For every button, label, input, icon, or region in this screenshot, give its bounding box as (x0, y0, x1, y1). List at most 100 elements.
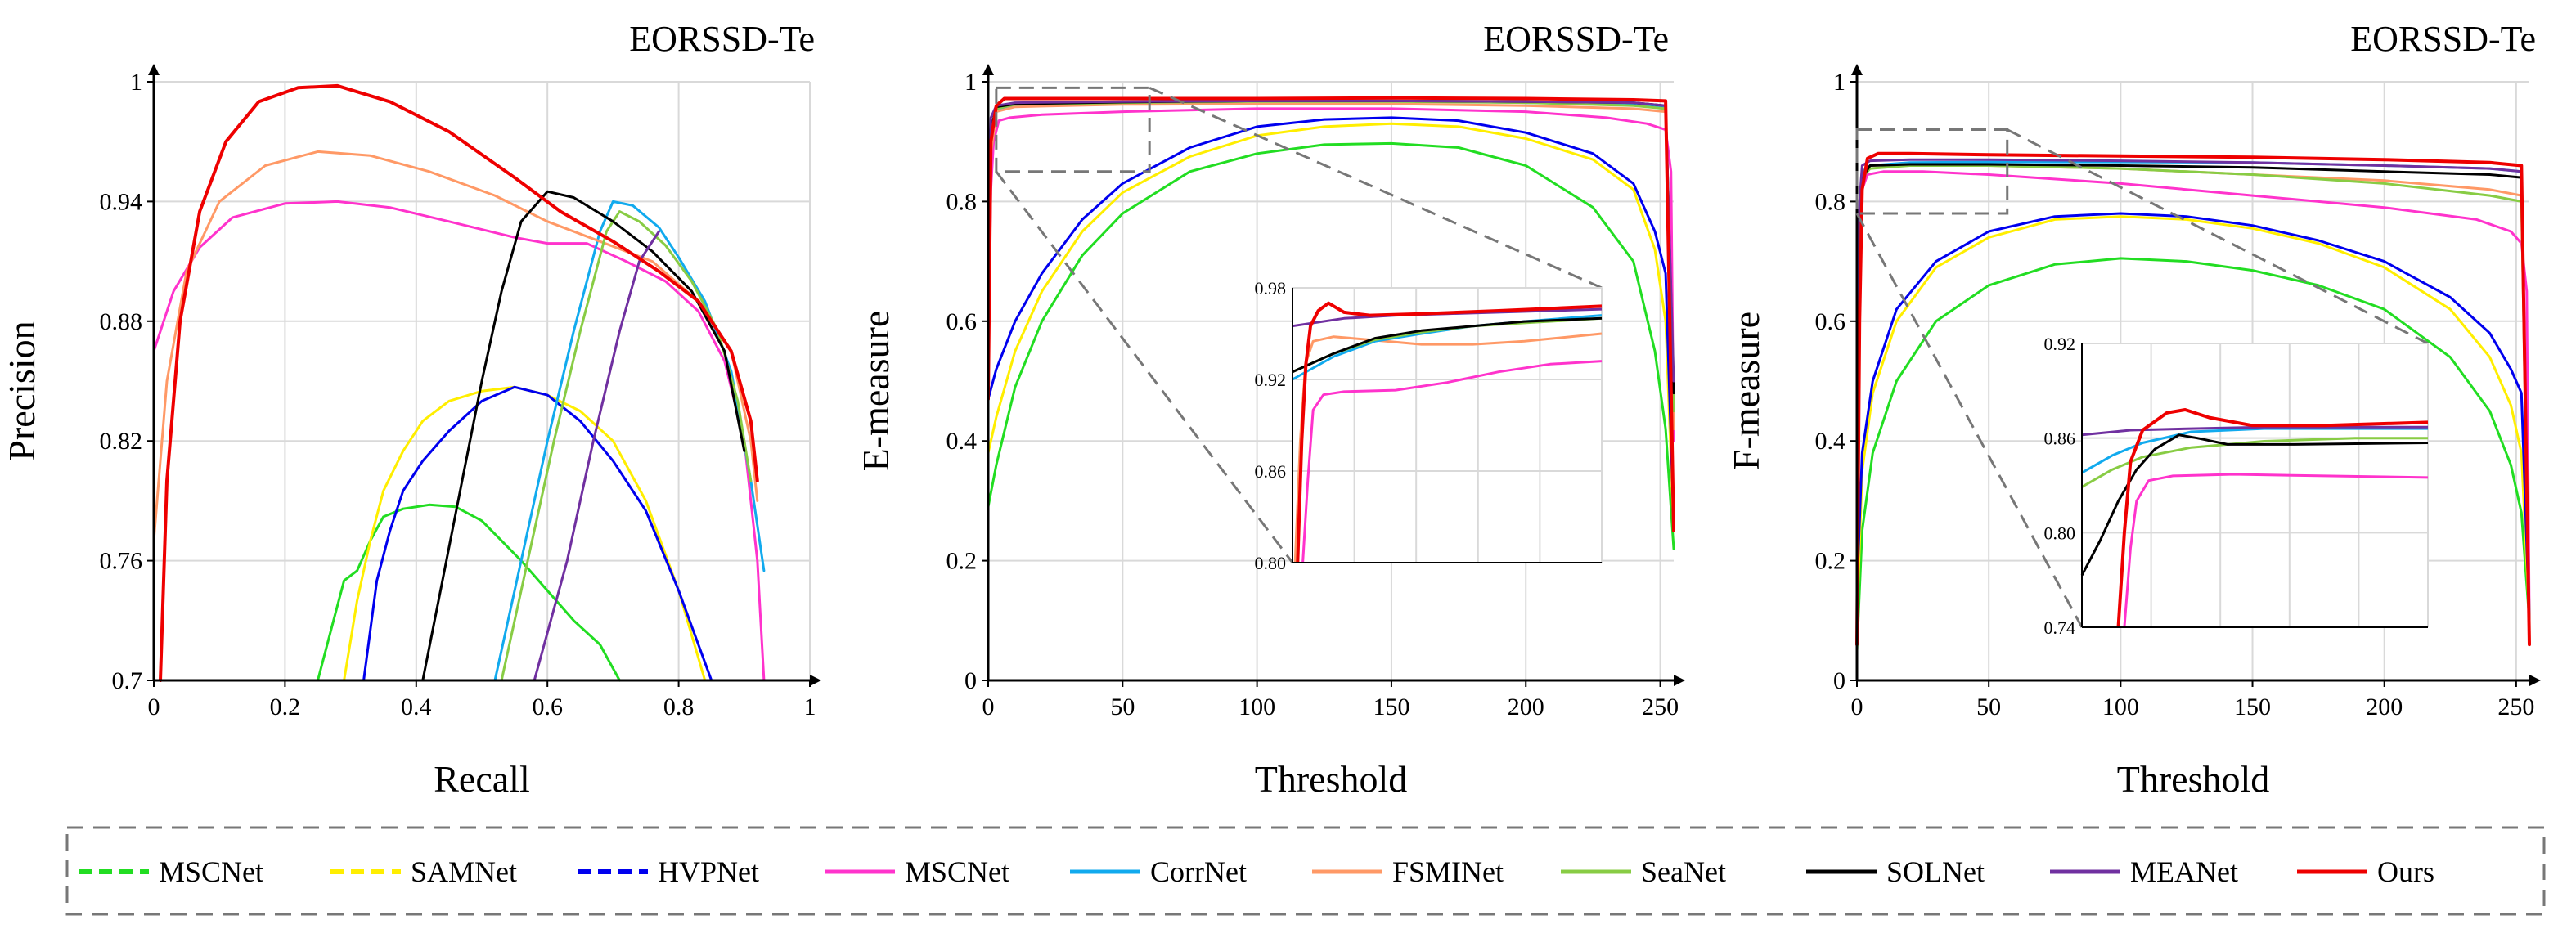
y-tick-label: 0.76 (100, 548, 143, 575)
zoom-connector (1855, 213, 2084, 628)
x-axis-label: Threshold (1255, 758, 1408, 800)
legend-label: CorrNet (1150, 855, 1247, 888)
x-tick-label: 200 (2366, 693, 2403, 720)
inset-series-line-meanet (2081, 425, 2428, 437)
y-tick-label: 0.82 (100, 428, 143, 455)
series-line-samnet-1 (343, 385, 707, 682)
legend-label: MSCNet (159, 855, 263, 888)
series-line-ours-9 (987, 96, 1675, 532)
inset-series-line-seanet (2081, 437, 2428, 488)
x-axis-label: Recall (434, 758, 530, 800)
x-axis-label: Threshold (2117, 758, 2270, 800)
inset-background (2082, 343, 2428, 627)
legend-item-corrnet-4: CorrNet (1070, 855, 1247, 888)
series-line-ours-9 (1855, 151, 2531, 647)
y-tick-label: 1 (130, 69, 142, 96)
legend-label: SAMNet (411, 855, 517, 888)
chart-title: EORSSD-Te (1483, 19, 1669, 59)
legend-label: MSCNet (905, 855, 1009, 888)
legend-item-solnet-7: SOLNet (1806, 855, 1985, 888)
chart-title: EORSSD-Te (2350, 19, 2536, 59)
x-tick-label: 100 (2102, 693, 2139, 720)
x-tick-label: 0.8 (663, 693, 695, 720)
x-axis-arrow (2529, 675, 2541, 686)
x-tick-label: 50 (1110, 693, 1135, 720)
y-axis-arrow (982, 64, 994, 75)
series-line-mscnet-3 (987, 107, 1675, 442)
series-line-hvpnet-2 (362, 385, 713, 682)
x-tick-label: 0.4 (401, 693, 432, 720)
inset-series-line-solnet (2080, 433, 2429, 577)
legend-label: SeaNet (1641, 855, 1726, 888)
legend-label: FSMINet (1392, 855, 1504, 888)
x-tick-label: 250 (1642, 693, 1679, 720)
legend-frame (65, 826, 2546, 916)
legend-item-mscnet-0: MSCNet (79, 855, 263, 888)
inset-y-tick-label: 0.86 (1255, 461, 1287, 482)
inset-y-tick-label: 0.80 (1255, 553, 1287, 573)
y-axis-label: F-measure (1725, 312, 1767, 470)
x-axis-arrow (1674, 675, 1685, 686)
y-tick-label: 0 (1833, 667, 1845, 694)
x-tick-label: 0.6 (532, 693, 563, 720)
chart-panel-2: 0 50 100 150 200 250 0 0.2 0.4 0.6 0.8 1 EORSSD-Te Th… (855, 19, 1685, 800)
zoom-box (995, 86, 1151, 173)
y-tick-label: 0.8 (946, 188, 978, 215)
legend: MSCNet SAMNet HVPNet MSCNet CorrNet FSMINet Se… (65, 826, 2546, 916)
series-line-seanet-6 (500, 210, 753, 682)
y-tick-label: 0.7 (112, 667, 143, 694)
chart-title: EORSSD-Te (629, 19, 815, 59)
y-tick-label: 0.6 (946, 308, 978, 335)
x-axis-arrow (810, 675, 821, 686)
legend-label: MEANet (2130, 855, 2238, 888)
inset-series-line-mscnet (1301, 360, 1603, 563)
y-tick-label: 0.2 (946, 548, 978, 575)
inset-y-tick-label: 0.98 (1255, 278, 1287, 298)
y-tick-label: 0.4 (946, 428, 978, 455)
chart-panel-1: 0 0.2 0.4 0.6 0.8 1 0.7 0.76 0.82 0.88 0.94 1 EORSSD… (1, 19, 821, 800)
x-tick-label: 0 (982, 693, 995, 720)
legend-item-fsminet-5: FSMINet (1312, 855, 1504, 888)
inset-series-line-ours (1296, 301, 1603, 563)
x-tick-label: 0 (148, 693, 160, 720)
chart-panel-3: 0 50 100 150 200 250 0 0.2 0.4 0.6 0.8 1 EORSSD-Te Th… (1725, 19, 2541, 800)
series-line-mscnet-0 (1855, 257, 2531, 652)
x-tick-label: 150 (2234, 693, 2271, 720)
y-axis-arrow (1851, 64, 1863, 75)
y-tick-label: 0.6 (1815, 308, 1846, 335)
legend-label: HVPNet (658, 855, 759, 888)
legend-label: SOLNet (1886, 855, 1985, 888)
y-tick-label: 0.2 (1815, 548, 1846, 575)
inset-series-line-ours (2116, 408, 2429, 628)
x-tick-label: 50 (1976, 693, 2001, 720)
x-tick-label: 1 (804, 693, 816, 720)
series-line-mscnet-0 (317, 503, 621, 682)
y-axis-arrow (148, 64, 160, 75)
series-line-samnet-1 (1855, 215, 2531, 622)
y-axis-label: E-measure (855, 311, 897, 472)
x-tick-label: 0.2 (270, 693, 301, 720)
x-tick-label: 100 (1239, 693, 1275, 720)
x-tick-label: 200 (1508, 693, 1544, 720)
series-line-hvpnet-2 (987, 116, 1675, 527)
y-tick-label: 0.88 (100, 308, 143, 335)
inset-series-line-solnet (1292, 316, 1603, 374)
y-tick-label: 0.4 (1815, 428, 1846, 455)
x-tick-label: 0 (1851, 693, 1863, 720)
inset-background (1292, 288, 1602, 563)
legend-item-ours-9: Ours (2297, 855, 2434, 888)
x-tick-label: 150 (1373, 693, 1409, 720)
inset-y-tick-label: 0.86 (2044, 429, 2076, 449)
y-axis-label: Precision (1, 321, 43, 460)
zoom-inset: 0.80 0.86 0.92 0.98 (1255, 278, 1603, 573)
legend-item-seanet-6: SeaNet (1561, 855, 1726, 888)
series-line-meanet-8 (533, 230, 660, 682)
y-tick-label: 0 (964, 667, 977, 694)
zoom-connector (995, 170, 1294, 563)
series-line-meanet-8 (1855, 158, 2531, 634)
series-line-ours-9 (159, 83, 759, 682)
legend-item-samnet-1: SAMNet (330, 855, 517, 888)
y-tick-label: 0.94 (100, 188, 143, 215)
legend-item-hvpnet-2: HVPNet (578, 855, 759, 888)
